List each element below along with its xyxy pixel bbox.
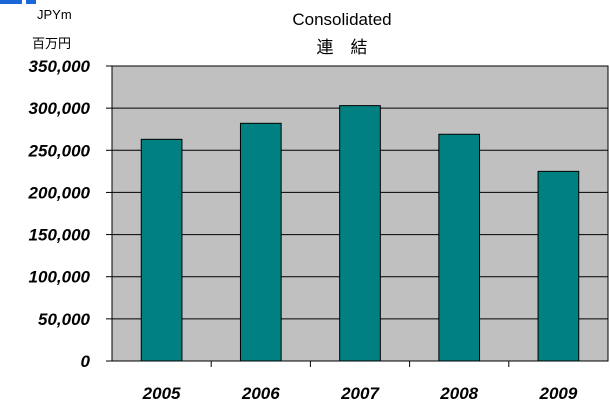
unit-label-jp: 百万円 [32,36,71,51]
plot-area: 350,000 300,000 250,000 200,000 150,000 100,0… [28,57,609,403]
y-tick-label: 200,000 [28,183,91,202]
x-tick-label: 2009 [538,384,577,403]
y-tick-label: 150,000 [29,226,91,245]
bar [438,133,481,362]
bar [339,105,381,362]
y-tick-label: 0 [81,352,91,371]
bar [239,122,282,362]
x-tick-label: 2005 [142,384,181,403]
chart-title: Consolidated [292,10,391,29]
bar [140,138,183,362]
y-tick-label: 250,000 [28,141,91,160]
y-tick-label: 300,000 [29,99,91,118]
x-tick-label: 2006 [241,384,280,403]
y-tick-label: 350,000 [29,57,91,76]
x-tick-label: 2007 [340,384,380,403]
x-tick-label: 2008 [439,384,478,403]
corner-accent-mark [0,0,22,4]
unit-label: JPYm [37,7,72,22]
y-tick-label: 50,000 [38,310,91,329]
chart-subtitle: 連 結 [317,38,368,57]
y-tick-label: 100,000 [29,268,91,287]
corner-accent-mark-2 [26,0,36,4]
bar [537,170,580,362]
